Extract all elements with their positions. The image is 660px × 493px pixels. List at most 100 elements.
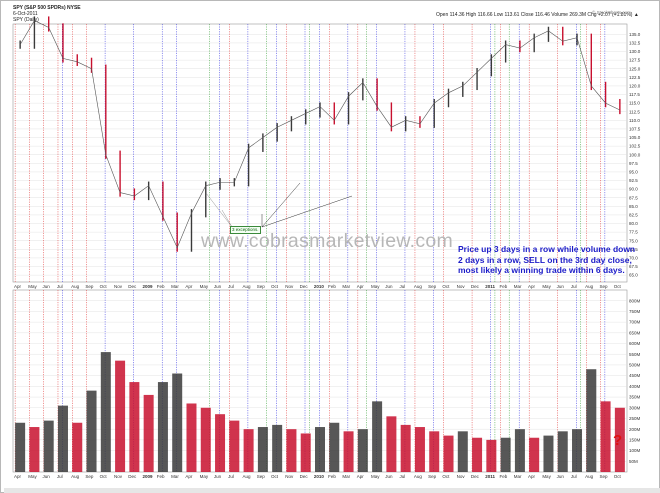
volume-x-tick-label: Feb [499,474,507,479]
volume-x-tick-label: 2010 [314,474,325,479]
price-x-tick-label: Nov [457,284,466,289]
volume-tick-label: 600M [629,341,641,346]
volume-bar [315,427,325,472]
volume-bar [400,424,411,472]
annotation-line-2: 2 days in a row, SELL on the 3rd day clo… [458,254,632,265]
volume-bar [243,429,254,472]
volume-bar [129,382,140,472]
ticker-line: SPY (S&P 500 SPDRs) NYSE [13,5,81,11]
volume-x-tick-label: Sep [85,474,94,479]
exception-pointer [221,209,233,228]
volume-bar [557,431,568,472]
volume-tick-label: 150M [629,437,641,442]
volume-x-tick-label: Oct [442,474,450,479]
price-x-tick-label: May [371,284,380,289]
price-x-tick-label: Jun [214,284,222,289]
volume-bar [57,405,68,472]
volume-tick-label: 450M [629,373,641,378]
price-x-tick-label: Jul [228,284,234,289]
exception-pointer [261,182,301,228]
price-x-tick-label: Sep [599,284,608,289]
volume-bar [443,435,454,472]
price-x-tick-label: Mar [342,284,350,289]
price-x-tick-label: Oct [271,284,279,289]
volume-x-tick-label: Apr [14,474,22,479]
volume-bar [43,420,54,472]
volume-tick-label: 350M [629,395,641,400]
price-x-tick-label: Mar [171,284,179,289]
volume-tick-label: 500M [629,363,641,368]
copyright-label: © StockCharts.com [592,10,631,15]
volume-bar [543,435,554,472]
volume-tick-label: 750M [629,309,641,314]
volume-tick-label: 250M [629,416,641,421]
volume-bar [614,407,625,472]
price-tick-label: 87.5 [629,195,638,200]
volume-x-tick-label: Aug [585,474,594,479]
price-x-tick-label: 2011 [485,284,495,289]
exceptions-label: 3 exceptions. [230,226,261,234]
volume-x-tick-label: Oct [614,474,622,479]
volume-x-tick-label: Feb [328,474,336,479]
volume-x-tick-label: Jun [214,474,222,479]
volume-x-tick-label: Aug [414,474,423,479]
volume-bar [586,369,597,472]
price-x-tick-label: Jun [385,284,393,289]
volume-bar [600,401,611,472]
price-x-tick-label: Jul [57,284,63,289]
price-x-tick-label: Nov [285,284,294,289]
date-line: 6-Oct-2011 [13,11,38,17]
volume-x-tick-label: Apr [528,474,536,479]
price-tick-label: 75.0 [629,238,638,243]
volume-bar [115,360,126,472]
volume-tick-label: 700M [629,320,641,325]
price-x-tick-label: Apr [528,284,536,289]
price-tick-label: 102.5 [629,144,641,149]
price-x-tick-label: Aug [242,284,251,289]
frame-shadow [4,488,660,493]
volume-tick-label: 400M [629,384,641,389]
price-x-tick-label: May [200,284,209,289]
price-tick-label: 77.5 [629,230,638,235]
volume-bar [157,382,168,472]
volume-x-tick-label: Apr [185,474,193,479]
volume-x-tick-label: Sep [257,474,266,479]
price-x-tick-label: 2009 [143,284,154,289]
strategy-annotation: Price up 3 days in a row while volume do… [458,244,658,276]
price-x-tick-label: Feb [157,284,165,289]
volume-bar [329,422,340,472]
price-tick-label: 65.0 [629,273,638,278]
volume-bar [372,401,383,472]
volume-bar [29,427,40,472]
volume-bar [572,429,583,472]
volume-bar [143,394,154,472]
price-tick-label: 127.5 [629,58,641,63]
price-x-tick-label: Oct [100,284,108,289]
volume-x-tick-label: May [200,474,209,479]
price-x-tick-label: Nov [114,284,123,289]
volume-x-tick-label: 2009 [143,474,154,479]
volume-bar [414,427,425,472]
price-tick-label: 110.0 [629,118,640,123]
volume-x-tick-label: Jul [228,474,234,479]
volume-bar [215,414,226,472]
price-tick-label: 112.5 [629,109,640,114]
volume-x-tick-label: Nov [457,474,466,479]
price-tick-label: 70.0 [629,256,638,261]
volume-x-tick-label: Nov [285,474,294,479]
volume-x-tick-label: Mar [342,474,350,479]
volume-tick-label: 650M [629,330,641,335]
price-tick-label: 100.0 [629,152,641,157]
volume-x-tick-label: Dec [128,474,137,479]
price-tick-label: 90.0 [629,187,638,192]
price-x-tick-label: Mar [514,284,522,289]
price-x-tick-label: Sep [85,284,94,289]
volume-x-tick-label: May [371,474,380,479]
price-tick-label: 85.0 [629,204,638,209]
price-tick-label: 97.5 [629,161,638,166]
volume-bar [72,422,83,472]
volume-tick-label: 100M [629,448,641,453]
volume-x-tick-label: May [28,474,37,479]
annotation-line-3: most likely a winning trade within 6 day… [458,265,625,275]
volume-bar [86,390,97,472]
